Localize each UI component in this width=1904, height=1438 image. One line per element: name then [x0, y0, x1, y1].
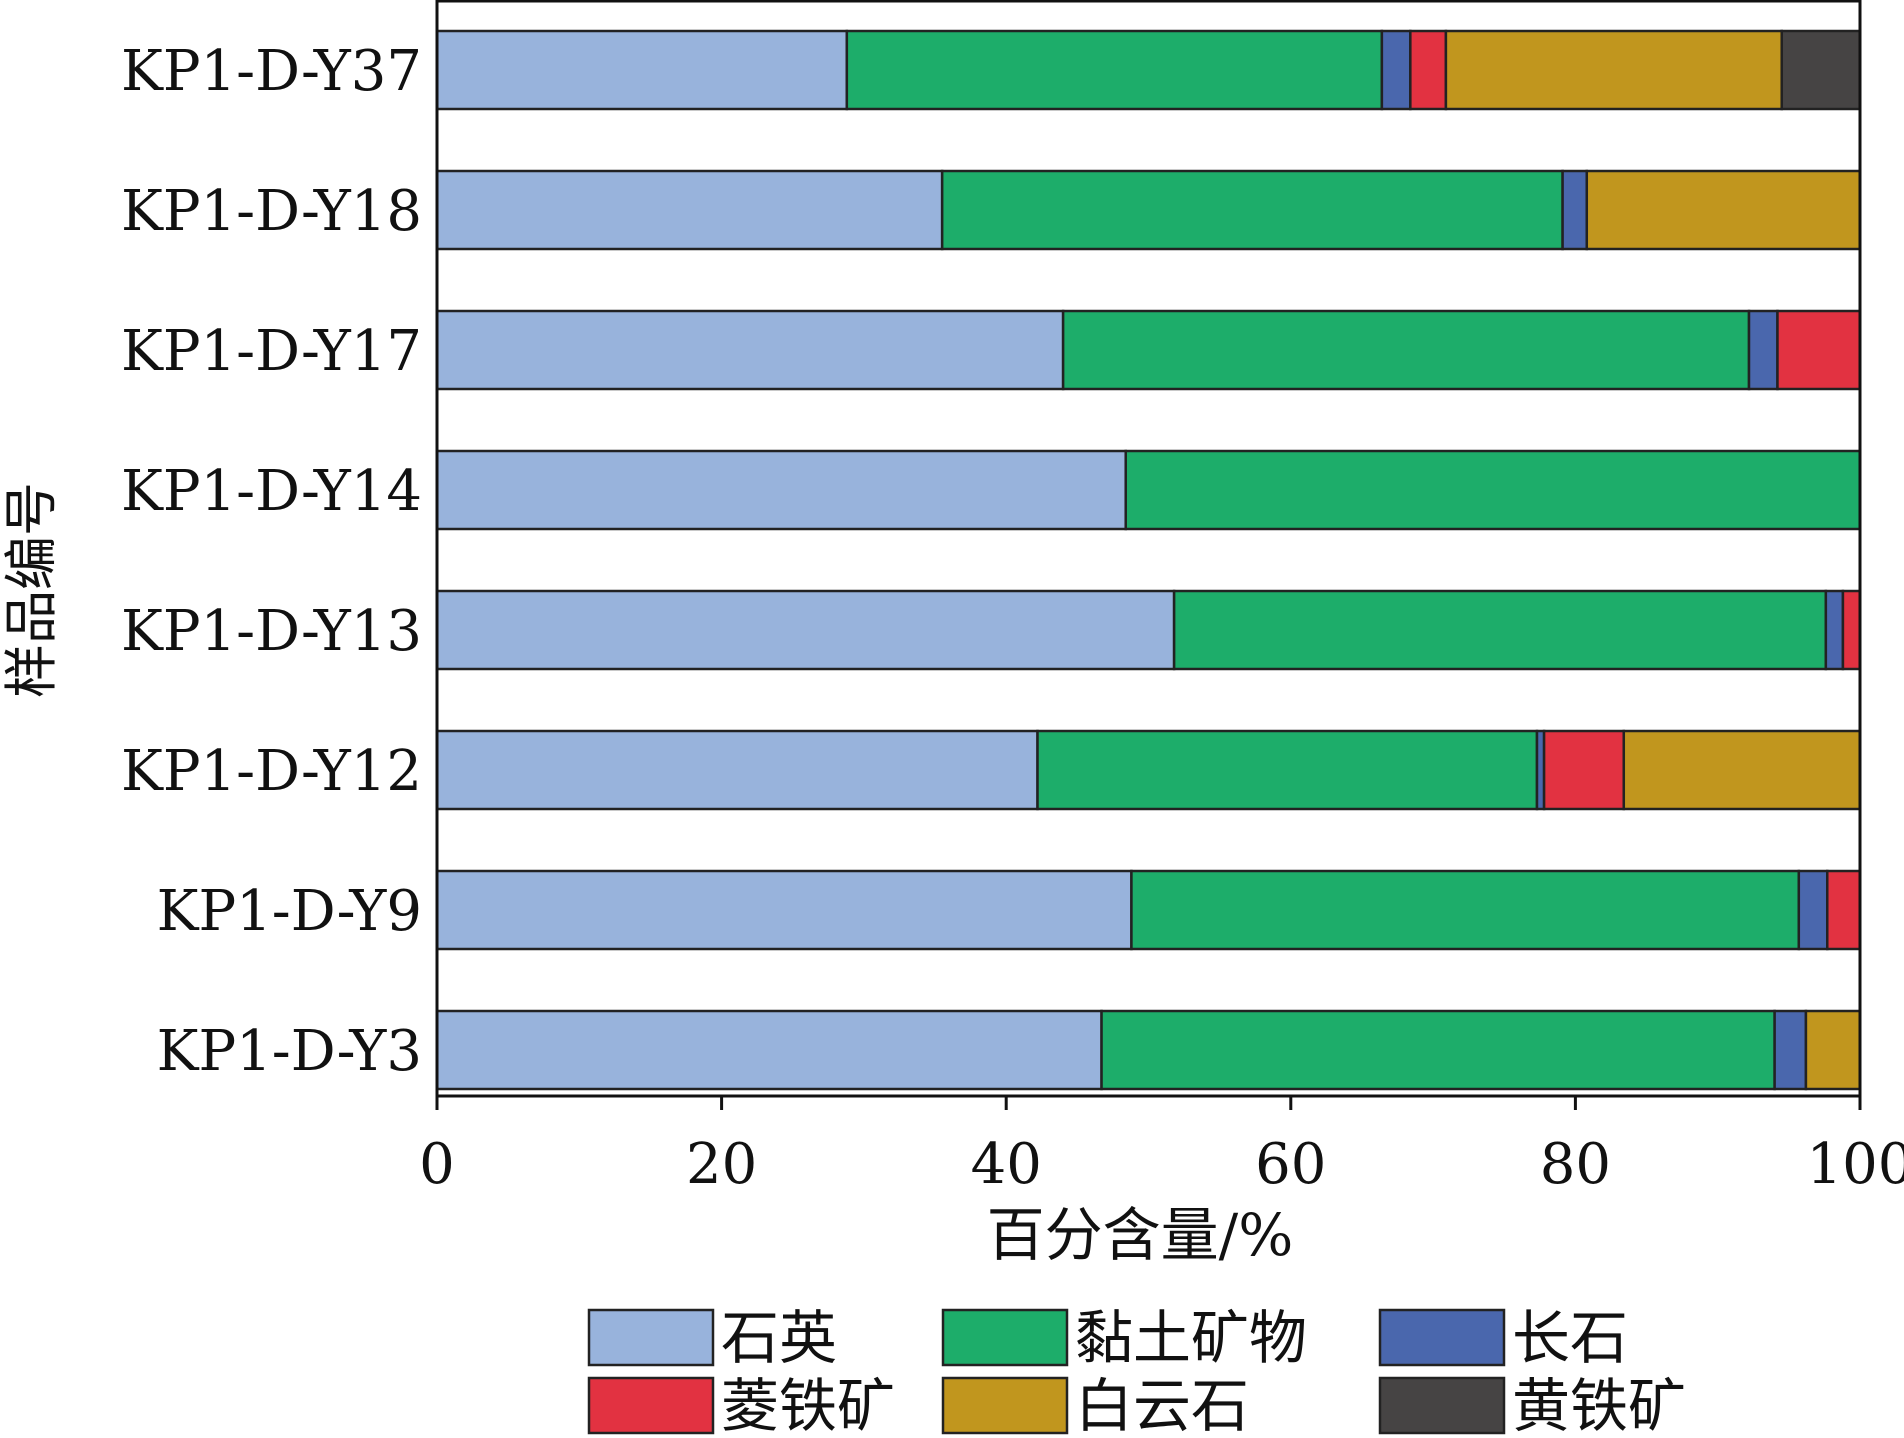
bar-segment — [1444, 29, 1783, 111]
bar-segment — [1797, 869, 1829, 951]
bar-segment — [435, 1009, 1103, 1091]
bar-segment — [1804, 1009, 1862, 1091]
y-tick-label: KP1-D-Y17 — [121, 319, 422, 384]
x-tick-label: 60 — [1255, 1132, 1326, 1197]
bar-segment — [435, 169, 944, 251]
x-axis: 0 20 40 60 80 100 — [419, 1096, 1904, 1197]
y-tick-label: KP1-D-Y12 — [121, 739, 422, 804]
legend-swatch — [587, 1376, 715, 1435]
bar-segment — [435, 729, 1039, 811]
legend-swatch — [1378, 1308, 1506, 1367]
legend-label: 黏土矿物 — [1075, 1304, 1307, 1372]
legend-label: 石英 — [721, 1304, 837, 1372]
y-tick-label: KP1-D-Y18 — [121, 179, 422, 244]
bar-segment — [1542, 729, 1626, 811]
y-tick-label: KP1-D-Y9 — [157, 879, 422, 944]
y-tick-label: KP1-D-Y13 — [121, 599, 422, 664]
legend-label: 白云石 — [1075, 1372, 1249, 1438]
bar-segment — [1124, 449, 1862, 531]
bar-segment — [1380, 29, 1412, 111]
bar-segment — [1100, 1009, 1776, 1091]
bar-segment — [1409, 29, 1448, 111]
bar-segment — [435, 869, 1133, 951]
bar-segment — [435, 29, 849, 111]
bar-segment — [1826, 869, 1862, 951]
bar-segment — [1824, 589, 1845, 671]
bars-layer — [435, 29, 1862, 1091]
legend-swatch — [1378, 1376, 1506, 1435]
bar-segment — [1747, 309, 1779, 391]
bar-segment — [435, 309, 1065, 391]
legend-swatch — [587, 1308, 715, 1367]
bar-segment — [1773, 1009, 1808, 1091]
y-tick-label: KP1-D-Y3 — [157, 1019, 422, 1084]
bar-segment — [940, 169, 1564, 251]
bar-segment — [1561, 169, 1589, 251]
bar-segment — [435, 449, 1127, 531]
bar-segment — [1036, 729, 1539, 811]
legend-swatch — [941, 1308, 1069, 1367]
x-tick-label: 80 — [1540, 1132, 1611, 1197]
bar-segment — [435, 589, 1176, 671]
bar-segment — [1841, 589, 1862, 671]
bar-segment — [1130, 869, 1801, 951]
y-axis: KP1-D-Y37 KP1-D-Y18 KP1-D-Y17 KP1-D-Y14 KP1-… — [121, 39, 422, 1084]
bar-segment — [1776, 309, 1862, 391]
x-tick-label: 100 — [1807, 1132, 1904, 1197]
x-tick-label: 40 — [971, 1132, 1042, 1197]
bar-segment — [845, 29, 1384, 111]
bar-segment — [1780, 29, 1862, 111]
legend-swatch — [941, 1376, 1069, 1435]
legend-label: 菱铁矿 — [721, 1372, 895, 1438]
legend-label: 黄铁矿 — [1512, 1372, 1686, 1438]
x-tick-label: 20 — [686, 1132, 757, 1197]
x-axis-label: 百分含量/% — [987, 1201, 1294, 1269]
legend-label: 长石 — [1512, 1304, 1628, 1372]
bar-segment — [1622, 729, 1862, 811]
x-tick-label: 0 — [419, 1132, 455, 1197]
plot-frame — [435, 0, 1862, 1098]
y-tick-label: KP1-D-Y14 — [121, 459, 422, 524]
bar-segment — [1172, 589, 1828, 671]
bar-segment — [1061, 309, 1751, 391]
y-axis-label: 样品编号 — [0, 482, 63, 698]
y-tick-label: KP1-D-Y37 — [121, 39, 422, 104]
bar-segment — [1585, 169, 1862, 251]
